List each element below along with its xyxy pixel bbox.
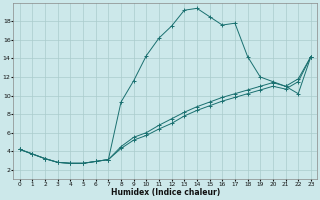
X-axis label: Humidex (Indice chaleur): Humidex (Indice chaleur) [111, 188, 220, 197]
